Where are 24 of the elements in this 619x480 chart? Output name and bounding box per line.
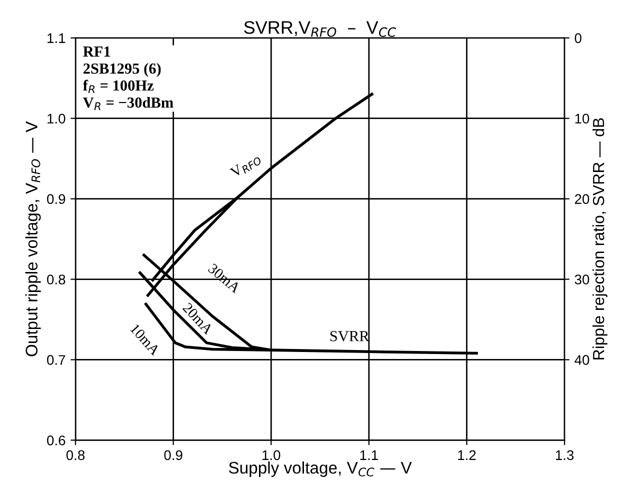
annotation: RF1 2SB1295 (6) f$_{R}$ = 100Hz V$_{R}$ = −30dBm <box>82 46 174 110</box>
x-tick-label: 0.9 <box>164 450 182 460</box>
y2-axis-title: Ripple rejection ratio, SVRR — dB <box>592 118 608 360</box>
y2-tick-label: 40 <box>574 355 590 365</box>
x-axis-title: Supply voltage, V$_{CC}$ — V <box>228 461 412 477</box>
y-axis-title: Output ripple voltage, V$_{RFO}$ — V <box>25 121 41 356</box>
y-tick-label: 0.8 <box>47 274 66 284</box>
y2-tick-label: 20 <box>574 194 590 204</box>
y2-tick-label: 10 <box>575 114 590 124</box>
y-tick-label: 1.0 <box>48 114 66 124</box>
x-tick-label: 1.1 <box>360 450 378 460</box>
y-tick-label: 0.9 <box>47 194 66 204</box>
x-tick-label: 1.0 <box>262 450 280 460</box>
y-tick-label: 0.7 <box>47 355 66 365</box>
chart-title: SVRR,V$_{RFO}$ – V$_{CC}$ <box>244 21 396 37</box>
y-tick-label: 1.1 <box>48 33 66 43</box>
x-tick-label: 1.2 <box>458 450 476 460</box>
y2-tick-label: 30 <box>574 274 590 284</box>
x-tick-label: 1.3 <box>556 450 574 460</box>
annotation: SVRR <box>330 331 370 342</box>
x-tick-label: 0.8 <box>66 450 85 460</box>
y2-tick-label: 0 <box>574 33 582 44</box>
text: V$_{RFO}$ <box>230 152 262 180</box>
y-tick-label: 0.6 <box>47 435 66 446</box>
